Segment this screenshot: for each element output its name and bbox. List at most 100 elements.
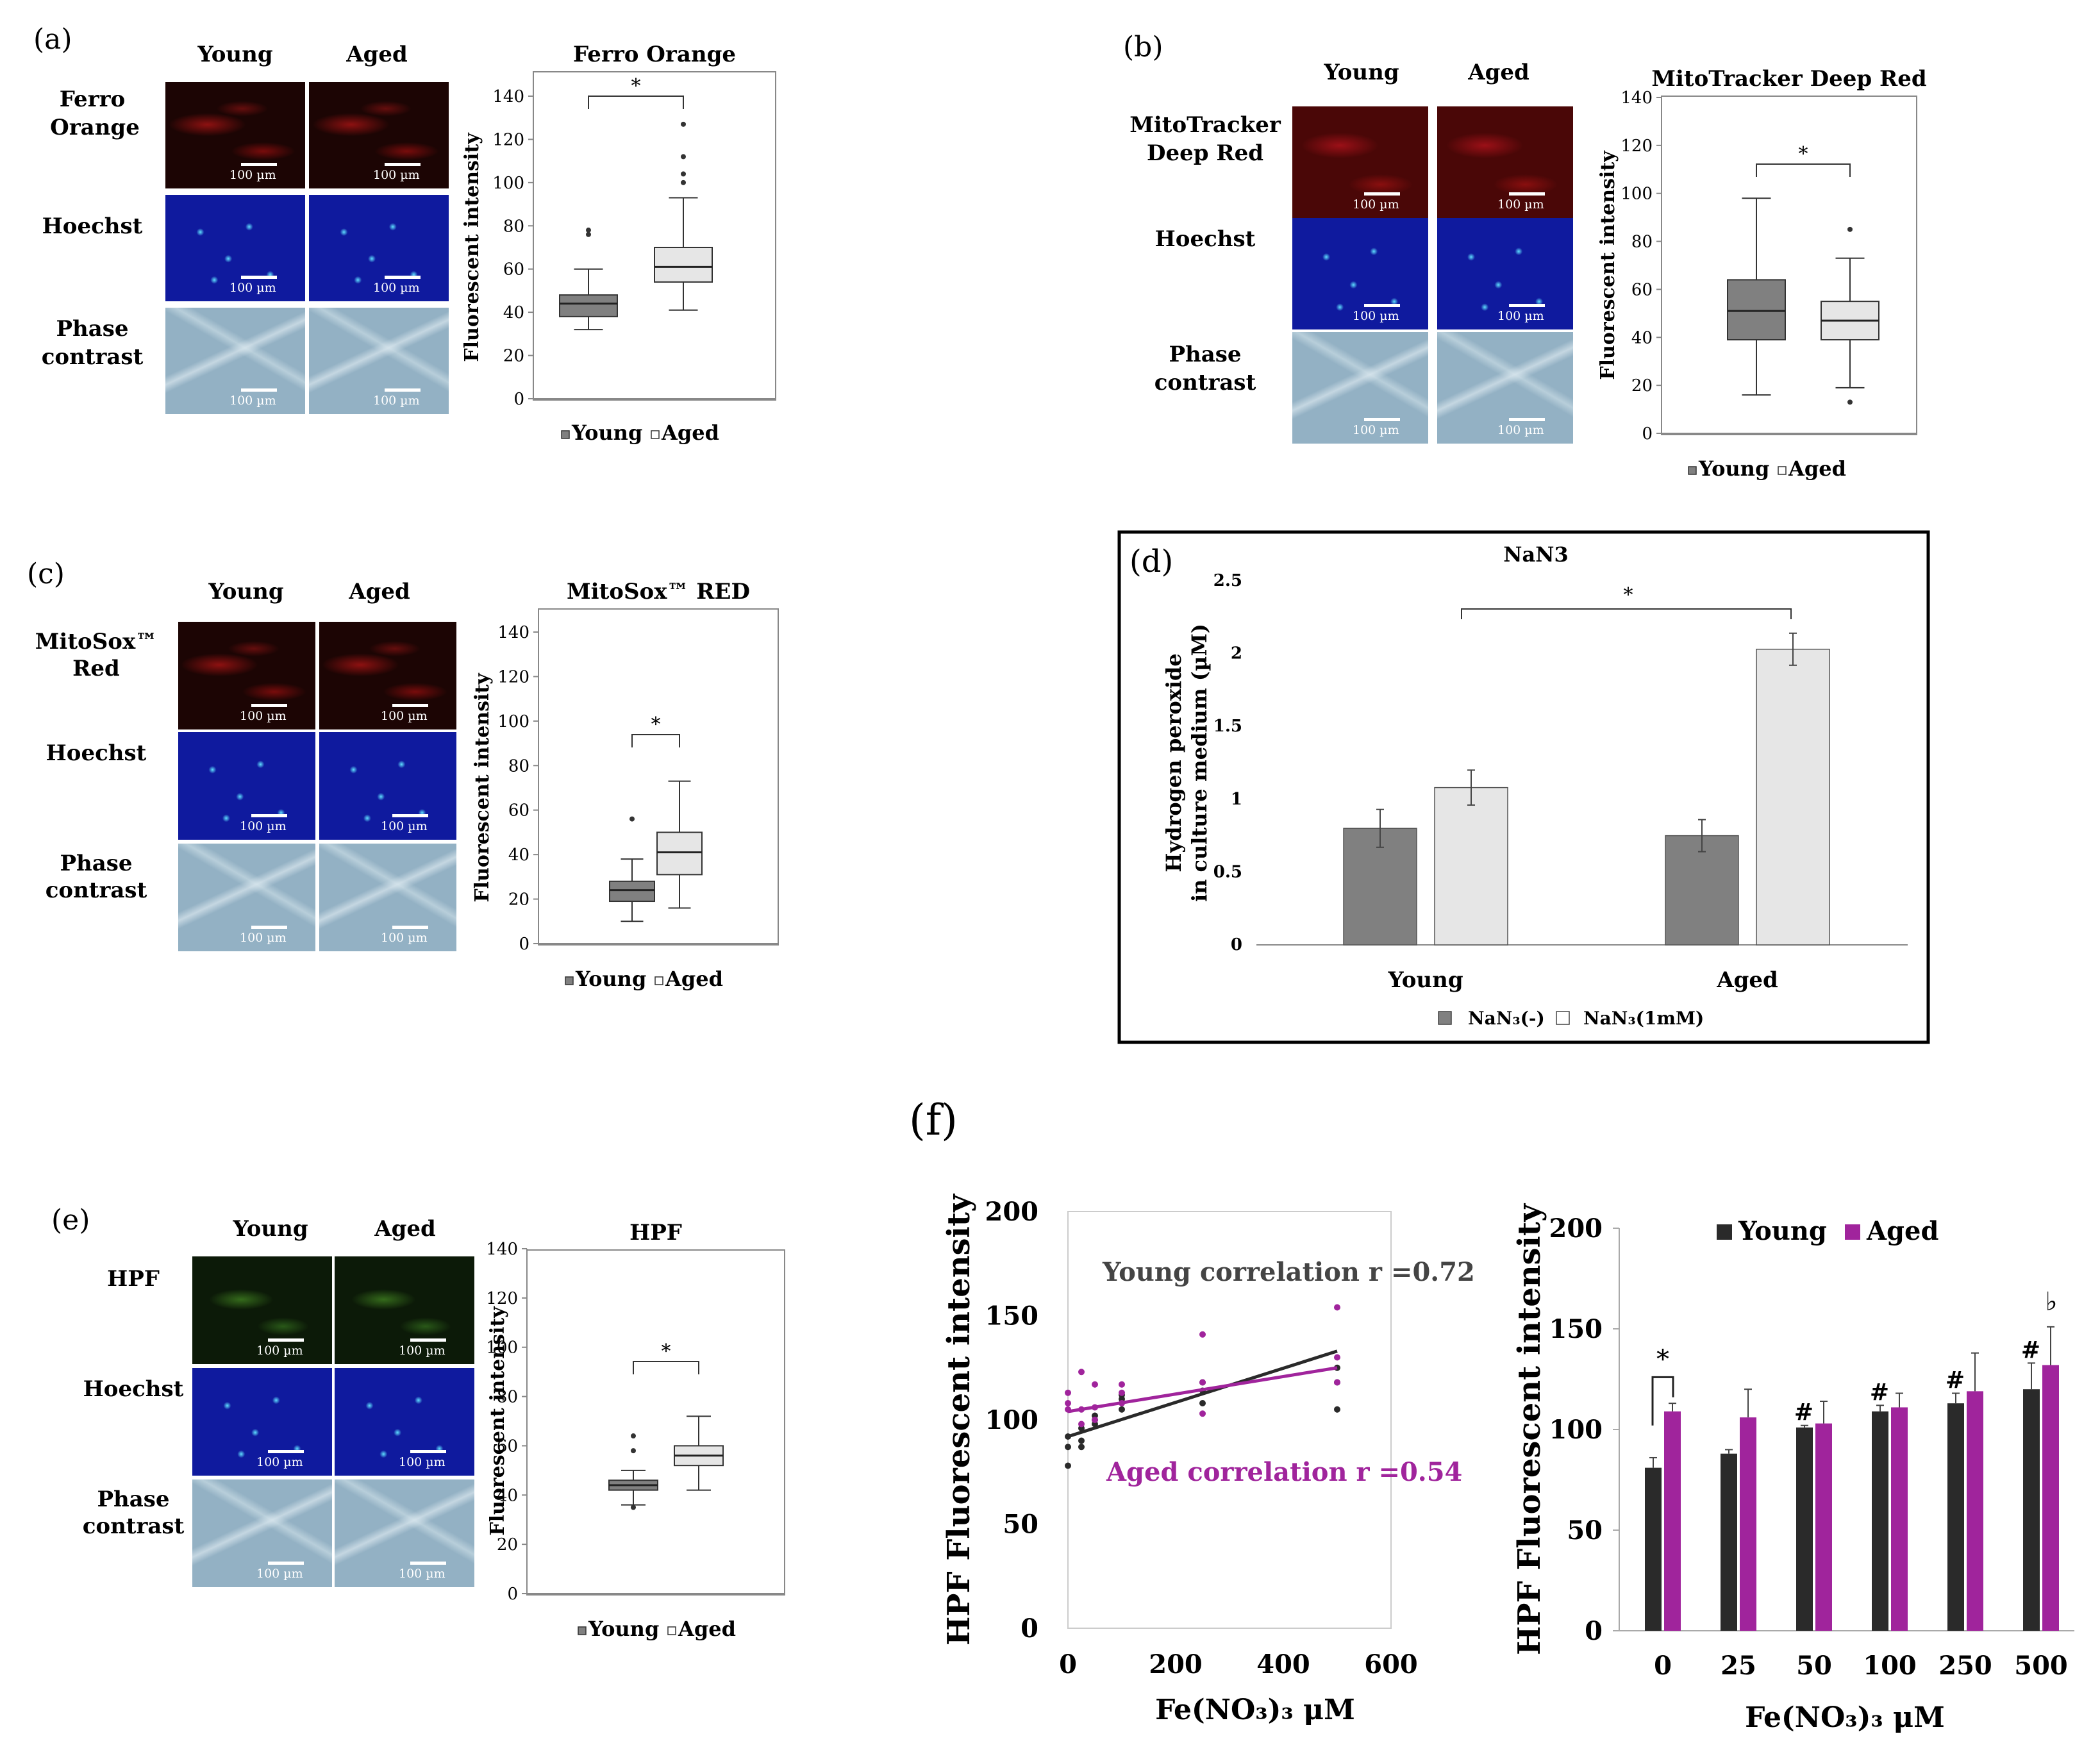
flat-marker: ♭ — [2046, 1287, 2058, 1317]
micrograph-image: 100 µm — [1292, 106, 1428, 218]
y-tick-label: 60 — [1631, 280, 1653, 299]
legend-label-aged: Aged — [661, 421, 719, 445]
boxplot-c: MitoSox™ RED 0 20 40 60 80 100 120 140 Fluorescen… — [471, 579, 779, 991]
x-category-label: Aged — [1716, 967, 1778, 993]
micrograph-image: 100 µm — [335, 1368, 474, 1476]
micrograph-image: 100 µm — [178, 844, 315, 951]
b-row-2: Hoechst — [1155, 226, 1256, 252]
a-col-young: Young — [197, 42, 272, 67]
y-tick-label: 1 — [1231, 790, 1242, 809]
b-row-1-line2: Deep Red — [1147, 140, 1263, 166]
x-axis-label: Fe(NO₃)₃ μM — [1155, 1694, 1355, 1726]
chart-title: MitoTracker Deep Red — [1651, 66, 1926, 92]
scale-bar-label: 100 µm — [256, 1344, 303, 1358]
box-young — [1727, 279, 1786, 341]
micrograph-image: 100 µm — [319, 732, 456, 840]
a-row-3-line2: contrast — [42, 344, 144, 370]
legend-swatch-aged — [667, 1626, 676, 1635]
scale-bar-label: 100 µm — [381, 709, 428, 723]
significance-bracket — [1651, 1376, 1674, 1426]
scale-bar — [241, 388, 277, 392]
panel-d-letter: (d) — [1129, 544, 1173, 579]
scale-bar — [1364, 418, 1400, 421]
scale-bar — [410, 1450, 446, 1453]
legend-swatch-aged — [654, 976, 663, 985]
micrograph-image: 100 µm — [1292, 218, 1428, 329]
micrograph-image: 100 µm — [165, 195, 305, 301]
micrograph-image: 100 µm — [309, 195, 449, 301]
outlier-point — [681, 171, 686, 177]
scale-bar-label: 100 µm — [256, 1455, 303, 1469]
scale-bar — [251, 926, 287, 929]
scale-bar-label: 100 µm — [1497, 423, 1544, 437]
x-tick-label: 25 — [1721, 1651, 1756, 1681]
annotation-young-correlation: Young correlation r =0.72 — [1102, 1257, 1475, 1287]
scale-bar — [1364, 192, 1400, 196]
y-tick-label: 0 — [1021, 1613, 1038, 1644]
e-row-3-line2: contrast — [83, 1513, 185, 1539]
outlier-point — [631, 1448, 636, 1454]
scatter-point-aged — [1092, 1381, 1098, 1388]
bar-young — [2023, 1389, 2040, 1631]
scale-bar-label: 100 µm — [229, 394, 276, 408]
scatter-point-young — [1065, 1462, 1071, 1469]
scale-bar — [385, 276, 421, 279]
y-tick-label: 100 — [985, 1405, 1039, 1435]
scale-bar — [392, 926, 428, 929]
scatter-point-aged — [1078, 1369, 1085, 1376]
b-row-3-line2: contrast — [1154, 370, 1256, 396]
c-col-aged: Aged — [348, 579, 410, 604]
scale-bar — [241, 163, 277, 166]
scale-bar-label: 100 µm — [256, 1567, 303, 1581]
scale-bar — [251, 704, 287, 707]
y-tick-label: 150 — [985, 1301, 1039, 1331]
chart-title: HPF — [629, 1220, 682, 1246]
x-tick-label: 0 — [1654, 1651, 1672, 1681]
y-tick-label: 80 — [503, 217, 524, 236]
significance-bracket — [1461, 608, 1792, 619]
scatter-point-young — [1065, 1444, 1071, 1451]
boxplot-e: HPF 0 20 40 60 80 100 120 140 Fluorescent intensi… — [486, 1220, 785, 1641]
scale-bar-label: 100 µm — [1353, 309, 1399, 323]
outlier-point — [1847, 226, 1853, 232]
fit-line-young — [1067, 1349, 1338, 1438]
scale-bar — [1509, 418, 1545, 421]
c-row-3-line1: Phase — [60, 851, 132, 876]
significance-bracket — [1756, 163, 1851, 177]
scale-bar-label: 100 µm — [1353, 423, 1399, 437]
legend-swatch-nan3-1mm — [1556, 1011, 1570, 1025]
bar-aged — [1664, 1411, 1681, 1631]
annotation-aged-correlation: Aged correlation r =0.54 — [1106, 1457, 1462, 1487]
scale-bar — [1364, 304, 1400, 307]
hash-marker: # — [1794, 1399, 1813, 1426]
micrograph-image: 100 µm — [309, 308, 449, 414]
outlier-point — [586, 231, 591, 237]
e-row-1: HPF — [107, 1266, 160, 1292]
box-young — [609, 880, 655, 903]
legend-swatch-young — [561, 430, 570, 439]
micrograph-image: 100 µm — [165, 308, 305, 414]
scale-bar-label: 100 µm — [399, 1567, 446, 1581]
legend-label-aged: Aged — [1788, 456, 1846, 481]
legend-label-young: Young — [1738, 1216, 1827, 1246]
bar-aged — [1967, 1391, 1983, 1631]
y-axis-label: Hydrogen peroxide — [1162, 653, 1186, 872]
y-axis-label: Fluorescent intensity — [487, 1306, 509, 1536]
scale-bar-label: 100 µm — [373, 281, 420, 295]
significance-star: * — [1656, 1345, 1669, 1374]
charts-layer: Ferro Orange020406080100120140Fluorescen… — [461, 42, 2074, 1734]
y-tick-label: 200 — [1549, 1213, 1603, 1244]
scatter-f: 0 50 100 150 200 0 200 400 600 HPF Fluorescent in… — [941, 1193, 1475, 1726]
panel-c-letter: (c) — [27, 558, 65, 590]
y-tick-label: 100 — [1549, 1415, 1603, 1445]
y-tick-label: 140 — [497, 623, 529, 642]
scatter-point-aged — [1119, 1381, 1125, 1388]
legend-swatch-young — [578, 1626, 587, 1635]
bar-aged — [1740, 1417, 1756, 1631]
barchart-d: (d) NaN3 0 0.5 1 1.5 2 2.5 Hydrogen peroxide in c… — [1129, 542, 1908, 1029]
significance-bracket — [588, 96, 684, 109]
y-axis-label: HPF Fluorescent intensity — [941, 1193, 977, 1646]
scale-bar — [268, 1338, 304, 1342]
